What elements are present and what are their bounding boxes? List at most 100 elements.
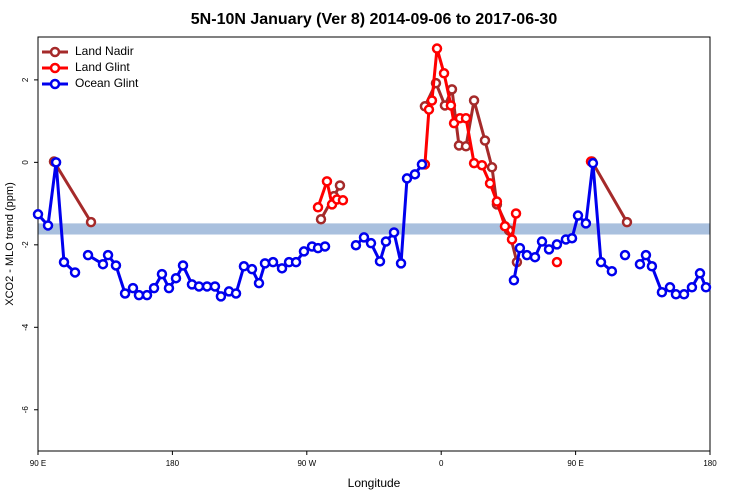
data-point xyxy=(82,249,94,261)
data-point xyxy=(102,249,114,261)
data-point xyxy=(246,263,258,275)
data-point xyxy=(312,202,324,213)
y-tick-label: -4 xyxy=(21,323,30,331)
legend-label: Land Nadir xyxy=(75,44,134,58)
data-point xyxy=(670,289,682,300)
data-point xyxy=(543,244,555,255)
data-point xyxy=(334,180,346,191)
data-point xyxy=(476,159,488,171)
data-point xyxy=(566,232,578,244)
data-point xyxy=(499,221,511,232)
data-point xyxy=(58,256,70,268)
data-point xyxy=(700,282,712,293)
data-point xyxy=(209,281,221,292)
data-point xyxy=(521,249,533,261)
y-tick-label: 2 xyxy=(21,77,30,82)
data-point xyxy=(110,260,122,271)
data-point xyxy=(460,112,472,124)
data-point xyxy=(148,282,160,294)
data-point xyxy=(374,256,386,267)
data-point xyxy=(388,227,400,238)
data-point xyxy=(163,282,175,294)
data-point xyxy=(238,261,250,272)
data-point xyxy=(678,289,690,300)
data-point xyxy=(267,256,279,268)
legend-label: Land Glint xyxy=(75,60,130,74)
data-point xyxy=(491,196,503,207)
data-point xyxy=(380,236,392,247)
legend-marker xyxy=(49,62,61,74)
data-point xyxy=(460,141,472,152)
data-point xyxy=(572,210,584,221)
x-tick-label: 90 E xyxy=(30,459,46,468)
data-point xyxy=(85,216,97,228)
series-line xyxy=(52,81,629,263)
chart-title: 5N-10N January (Ver 8) 2014-09-06 to 201… xyxy=(191,11,558,28)
x-tick-label: 90 W xyxy=(297,459,316,468)
data-point xyxy=(580,218,592,229)
data-point xyxy=(69,267,81,278)
data-point xyxy=(634,258,646,270)
data-point xyxy=(253,277,265,289)
plot-frame xyxy=(37,36,711,452)
data-point xyxy=(358,232,370,243)
data-point xyxy=(431,43,443,54)
x-tick-label: 0 xyxy=(439,459,444,468)
data-point xyxy=(215,291,227,302)
data-point xyxy=(479,135,491,146)
legend-marker xyxy=(49,46,61,58)
data-point xyxy=(193,281,205,292)
data-point xyxy=(606,265,618,277)
data-point xyxy=(508,275,520,286)
x-tick-label: 90 E xyxy=(567,459,583,468)
y-tick-label: 0 xyxy=(21,160,30,165)
data-point xyxy=(510,208,522,219)
data-point xyxy=(259,258,271,269)
data-point xyxy=(290,256,302,268)
data-point xyxy=(551,239,563,250)
data-point xyxy=(177,260,189,271)
data-point xyxy=(350,239,362,251)
data-point xyxy=(551,256,563,268)
data-point xyxy=(656,286,668,298)
data-point xyxy=(50,157,62,168)
data-point xyxy=(337,195,349,206)
data-point xyxy=(446,84,458,95)
data-point xyxy=(536,236,548,247)
y-tick-label: -6 xyxy=(21,406,30,414)
data-point xyxy=(416,159,428,170)
data-point xyxy=(401,173,413,184)
data-point xyxy=(438,68,450,79)
data-point xyxy=(486,162,498,173)
data-point xyxy=(127,282,139,294)
x-tick-label: 180 xyxy=(703,459,717,468)
data-point xyxy=(646,261,658,272)
data-point xyxy=(365,237,377,249)
data-point xyxy=(468,95,480,106)
data-point xyxy=(664,282,676,293)
data-point xyxy=(42,220,54,231)
reference-band xyxy=(38,223,710,235)
data-point xyxy=(423,104,435,115)
y-axis-label: XCO2 - MLO trend (ppm) xyxy=(4,182,16,305)
data-point xyxy=(640,249,652,261)
data-point xyxy=(506,234,518,245)
y-tick-label: -2 xyxy=(21,241,30,249)
data-point xyxy=(230,288,242,299)
x-tick-label: 180 xyxy=(166,459,180,468)
data-point xyxy=(315,214,327,225)
data-point xyxy=(32,209,44,220)
data-point xyxy=(621,216,633,228)
data-point xyxy=(319,241,331,252)
data-point xyxy=(97,258,109,270)
data-point xyxy=(514,242,526,254)
data-point xyxy=(170,272,182,284)
x-axis-label: Longitude xyxy=(348,476,401,490)
data-point xyxy=(409,169,421,180)
data-point xyxy=(321,176,333,187)
data-point xyxy=(133,289,145,301)
data-point xyxy=(298,246,310,257)
data-point xyxy=(595,256,607,268)
data-point xyxy=(426,95,438,106)
